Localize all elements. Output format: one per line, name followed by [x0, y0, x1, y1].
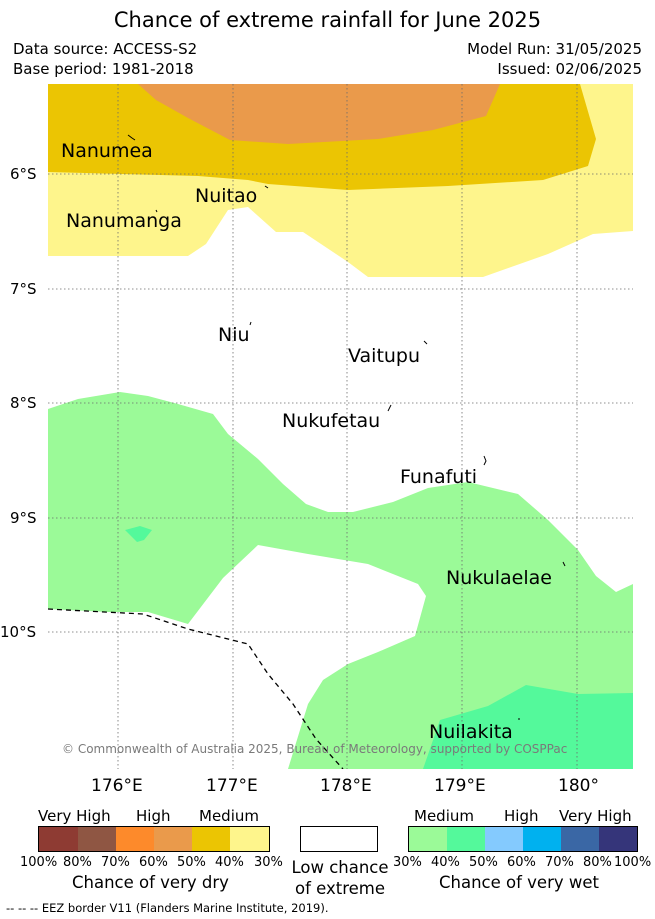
dry-swatch-60-70 [116, 827, 154, 851]
island-label-niu: Niu [218, 324, 250, 346]
wet-40-50-spot [125, 526, 152, 542]
wet-swatch-60-70 [523, 827, 561, 851]
base-period-label: Base period: 1981-2018 [13, 60, 194, 78]
dry-tick-40: 40% [215, 855, 244, 870]
lon-label-179e: 179°E [434, 776, 486, 796]
island-label-nukulaelae: Nukulaelae [446, 567, 552, 589]
wet-caption: Chance of very wet [439, 873, 599, 892]
lon-label-180: 180° [558, 776, 599, 796]
dry-tick-80: 80% [63, 855, 92, 870]
dry-swatch-80-100 [39, 827, 78, 851]
dry-level-very-high: Very High [38, 807, 111, 825]
lon-label-177e: 177°E [206, 776, 258, 796]
wet-level-medium: Medium [414, 807, 474, 825]
low-chance-caption-2: of extreme [294, 879, 386, 898]
wet-tick-50: 50% [469, 855, 498, 870]
island-label-vaitupu: Vaitupu [348, 345, 421, 367]
dry-tick-50: 50% [177, 855, 206, 870]
dry-swatch-30-40 [230, 827, 269, 851]
rainfall-map [48, 84, 633, 769]
island-label-funafuti: Funafuti [400, 466, 478, 488]
dry-level-high: High [136, 807, 171, 825]
wet-swatch-50-60 [485, 827, 523, 851]
dry-level-medium: Medium [199, 807, 259, 825]
dry-tick-70: 70% [101, 855, 130, 870]
island-label-nuilakita: Nuilakita [429, 721, 513, 743]
gridlines [48, 84, 633, 769]
wet-swatch-80-100 [599, 827, 637, 851]
wet-tick-80: 80% [583, 855, 612, 870]
wet-tick-70: 70% [545, 855, 574, 870]
model-run-label: Model Run: 31/05/2025 [467, 40, 642, 58]
island-label-nanumea: Nanumea [61, 140, 153, 162]
wet-40-50-region [423, 685, 633, 769]
lon-label-176e: 176°E [91, 776, 143, 796]
lat-label-7s: 7°S [10, 280, 37, 298]
island-label-nanumanga: Nanumanga [66, 210, 182, 232]
island-label-nuitao: Nuitao [195, 185, 258, 207]
low-chance-corner [48, 721, 128, 769]
dry-50-60-region [138, 84, 500, 144]
lat-label-8s: 8°S [10, 394, 37, 412]
eez-border-line [48, 608, 344, 769]
wet-swatch-30-40 [409, 827, 447, 851]
dry-swatch-50-60 [154, 827, 192, 851]
low-chance-caption-1: Low chance [291, 858, 389, 877]
lat-label-9s: 9°S [10, 509, 37, 527]
wet-tick-60: 60% [507, 855, 536, 870]
map-svg [48, 84, 633, 769]
wet-swatch-70-80 [561, 827, 599, 851]
wet-level-high: High [504, 807, 539, 825]
dry-tick-60: 60% [139, 855, 168, 870]
map-title: Chance of extreme rainfall for June 2025 [113, 8, 542, 32]
low-chance-swatch [300, 826, 378, 852]
dry-colorbar [38, 826, 270, 852]
eez-border-note: -- -- -- EEZ border V11 (Flanders Marine… [6, 901, 329, 915]
dry-caption: Chance of very dry [72, 873, 229, 892]
wet-swatch-40-50 [447, 827, 485, 851]
lon-label-178e: 178°E [320, 776, 372, 796]
low-chance-hole [48, 545, 426, 769]
wet-tick-40: 40% [431, 855, 460, 870]
wet-tick-30: 30% [393, 855, 422, 870]
copyright-notice: © Commonwealth of Australia 2025, Bureau… [62, 742, 568, 756]
island-outlines [127, 134, 566, 720]
data-source-label: Data source: ACCESS-S2 [13, 40, 198, 58]
island-label-nukufetau: Nukufetau [282, 410, 381, 432]
lat-label-6s: 6°S [10, 165, 37, 183]
wet-tick-100: 100% [614, 855, 652, 870]
wet-colorbar [408, 826, 638, 852]
lat-label-10s: 10°S [0, 623, 37, 641]
dry-swatch-40-50 [192, 827, 230, 851]
dry-tick-100: 100% [20, 855, 58, 870]
dry-swatch-70-80 [78, 827, 116, 851]
wet-level-very-high: Very High [559, 807, 632, 825]
dry-tick-30: 30% [254, 855, 283, 870]
issued-label: Issued: 02/06/2025 [497, 60, 642, 78]
